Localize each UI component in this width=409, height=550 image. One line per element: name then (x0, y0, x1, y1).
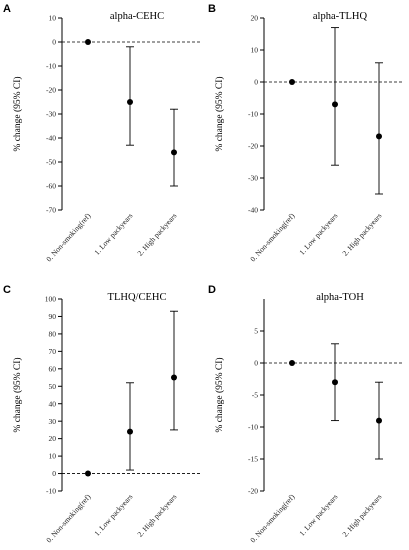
category-label: 1. Low packyears (297, 211, 339, 257)
y-tick-label: 60 (49, 364, 57, 373)
chart-title: alpha-TLHQ (313, 11, 368, 22)
y-tick-label: 20 (251, 14, 259, 23)
chart-title: alpha-TOH (316, 292, 364, 303)
data-point (127, 99, 133, 105)
data-point (85, 470, 91, 477)
category-label: 2. High packyears (135, 492, 178, 538)
y-tick-label: 0 (254, 359, 258, 368)
data-point (171, 374, 177, 381)
y-tick-label: 0 (254, 78, 258, 87)
y-tick-label: 70 (49, 347, 57, 356)
y-tick-label: -20 (248, 487, 258, 496)
data-point (85, 39, 91, 45)
data-point (171, 149, 177, 156)
category-label: 2. High packyears (340, 492, 383, 538)
y-tick-label: 100 (45, 295, 57, 304)
y-tick-label: 5 (254, 327, 258, 336)
y-tick-label: -15 (248, 455, 258, 464)
category-label: 0. Non-smoking(ref) (248, 492, 297, 545)
category-label: 1. Low packyears (92, 211, 134, 257)
y-tick-label: 10 (251, 46, 259, 55)
panel-letter: D (208, 284, 216, 296)
y-tick-label: 0 (52, 469, 56, 478)
y-tick-label: -60 (46, 182, 56, 191)
category-label: 0. Non-smoking(ref) (44, 211, 93, 264)
y-tick-label: -5 (252, 391, 258, 400)
y-tick-label: 20 (49, 434, 57, 443)
y-tick-label: 0 (52, 38, 56, 47)
category-label: 2. High packyears (340, 211, 383, 257)
y-tick-label: 10 (49, 452, 57, 461)
y-axis-label: % change (95% CI) (12, 76, 23, 151)
y-tick-label: -10 (46, 62, 56, 71)
data-point (289, 360, 295, 366)
y-axis-label: % change (95% CI) (12, 357, 23, 432)
y-tick-label: -30 (46, 110, 56, 119)
y-tick-label: -10 (248, 110, 258, 119)
y-tick-label: -70 (46, 206, 56, 215)
y-tick-label: 40 (49, 399, 57, 408)
data-point (332, 101, 338, 108)
y-tick-label: 10 (49, 14, 57, 23)
y-tick-label: -20 (248, 142, 258, 151)
data-point (376, 133, 382, 140)
category-label: 1. Low packyears (92, 492, 134, 538)
y-tick-label: -40 (248, 206, 258, 215)
y-tick-label: 50 (49, 382, 57, 391)
y-tick-label: -50 (46, 158, 56, 167)
panel-letter: A (3, 3, 11, 15)
panel-letter: B (208, 3, 216, 15)
y-tick-label: -10 (46, 487, 56, 496)
y-tick-label: -30 (248, 174, 258, 183)
data-point (289, 79, 295, 85)
data-point (127, 428, 133, 435)
chart-title: alpha-CEHC (110, 11, 164, 22)
y-axis-label: % change (95% CI) (214, 357, 225, 432)
category-label: 0. Non-smoking(ref) (44, 492, 93, 545)
category-label: 1. Low packyears (297, 492, 339, 538)
category-label: 2. High packyears (135, 211, 178, 257)
chart-title: TLHQ/CEHC (108, 292, 167, 303)
category-label: 0. Non-smoking(ref) (248, 211, 297, 264)
y-tick-label: -10 (248, 423, 258, 432)
y-tick-label: 30 (49, 417, 57, 426)
data-point (332, 379, 338, 386)
y-tick-label: 90 (49, 312, 57, 321)
panel-letter: C (3, 284, 11, 296)
y-tick-label: -20 (46, 86, 56, 95)
y-axis-label: % change (95% CI) (214, 76, 225, 151)
y-tick-label: 80 (49, 330, 57, 339)
data-point (376, 417, 382, 424)
y-tick-label: -40 (46, 134, 56, 143)
